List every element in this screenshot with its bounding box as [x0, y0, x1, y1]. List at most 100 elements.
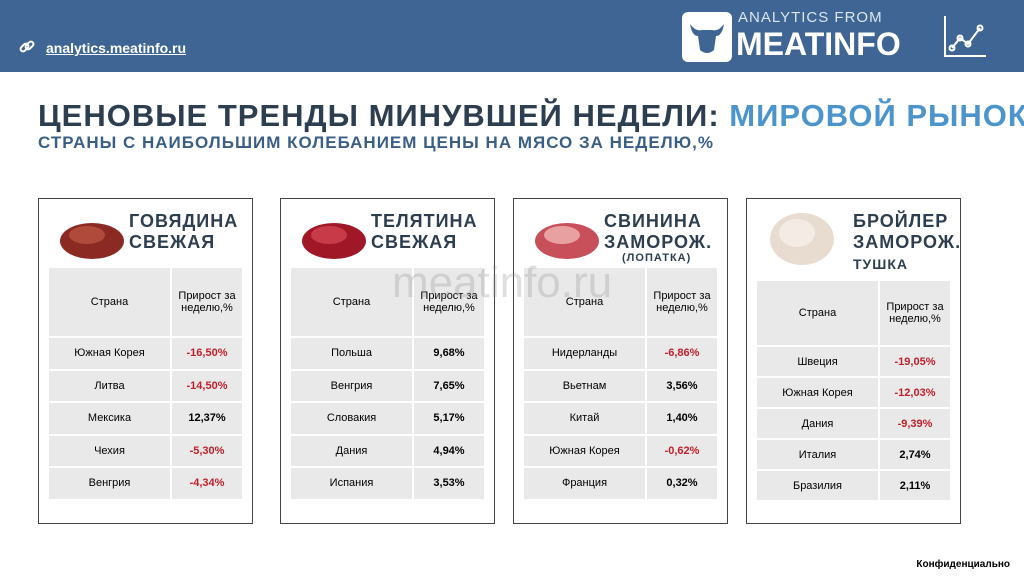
logo-text: MEATINFO [736, 26, 901, 62]
change-cell: -19,05% [878, 345, 952, 378]
change-cell: 2,74% [878, 438, 952, 471]
card-title: ГОВЯДИНА [129, 211, 239, 231]
change-cell: 12,37% [170, 401, 244, 436]
site-link[interactable]: analytics.meatinfo.ru [46, 40, 187, 56]
card-title: СВИНИНА [604, 211, 702, 231]
table-row: Литва -14,50% [47, 368, 244, 403]
table-row: Китай 1,40% [522, 401, 719, 436]
country-cell: Вьетнам [522, 368, 647, 403]
header-bar: analytics.meatinfo.ru ANALYTICS FROM MEA… [0, 0, 1024, 72]
header-row: Страна Прирост за неделю,% [755, 279, 952, 347]
country-cell: Франция [522, 466, 647, 501]
change-cell: 7,65% [412, 368, 486, 403]
card: ГОВЯДИНА СВЕЖАЯ Страна Прирост за неделю,% Ю… [38, 198, 253, 524]
country-cell: Венгрия [47, 466, 172, 501]
country-cell: Венгрия [289, 368, 414, 403]
change-cell: 4,94% [412, 433, 486, 468]
header-row: Страна Прирост за неделю,% [289, 266, 486, 338]
link-icon [19, 40, 35, 53]
card-title: ЗАМОРОЖ. [853, 232, 962, 252]
country-cell: Словакия [289, 401, 414, 436]
column-header: Прирост за неделю,% [412, 266, 486, 338]
subtitle: СТРАНЫ С НАИБОЛЬШИМ КОЛЕБАНИЕМ ЦЕНЫ НА М… [38, 133, 715, 152]
title-main: ЦЕНОВЫЕ ТРЕНДЫ МИНУВШЕЙ НЕДЕЛИ: [38, 98, 720, 133]
title: ЦЕНОВЫЕ ТРЕНДЫ МИНУВШЕЙ НЕДЕЛИ: МИРОВОЙ … [38, 98, 1024, 134]
column-header: Страна [289, 266, 414, 338]
country-cell: Дания [289, 433, 414, 468]
change-cell: 5,17% [412, 401, 486, 436]
card-title: СВЕЖАЯ [129, 232, 216, 252]
table-row: Дания 4,94% [289, 433, 486, 468]
product-image [535, 223, 599, 259]
column-header: Страна [755, 279, 880, 347]
product-image [302, 223, 366, 259]
country-cell: Италия [755, 438, 880, 471]
card: ТЕЛЯТИНА СВЕЖАЯ Страна Прирост за неделю,% П… [280, 198, 495, 524]
country-cell: Южная Корея [755, 376, 880, 409]
column-header: Страна [47, 266, 172, 338]
logo-icon [682, 12, 732, 62]
card-title: СВЕЖАЯ [371, 232, 458, 252]
card: СВИНИНА ЗАМОРОЖ. (ЛОПАТКА) Страна Прирост за… [513, 198, 728, 524]
table-row: Нидерланды -6,86% [522, 336, 719, 371]
change-cell: -5,30% [170, 433, 244, 468]
country-cell: Южная Корея [47, 336, 172, 371]
table-row: Франция 0,32% [522, 466, 719, 501]
data-table: Страна Прирост за неделю,% Южная Корея -16,… [47, 266, 244, 501]
country-cell: Нидерланды [522, 336, 647, 371]
change-cell: -16,50% [170, 336, 244, 371]
column-header: Страна [522, 266, 647, 338]
change-cell: -0,62% [645, 433, 719, 468]
table-row: Польша 9,68% [289, 336, 486, 371]
change-cell: -6,86% [645, 336, 719, 371]
analytics-icon [944, 16, 986, 57]
card-title: ТЕЛЯТИНА [371, 211, 478, 231]
logo-caption: ANALYTICS FROM [738, 9, 883, 26]
product-image [770, 213, 834, 265]
column-header: Прирост за неделю,% [170, 266, 244, 338]
card-note: (ЛОПАТКА) [622, 252, 692, 264]
card: БРОЙЛЕР ЗАМОРОЖ. ТУШКА Страна Прирост за нед… [746, 198, 961, 524]
data-table: Страна Прирост за неделю,% Польша 9,68% Венг… [289, 266, 486, 501]
product-image [60, 223, 124, 259]
country-cell: Чехия [47, 433, 172, 468]
card-title: ЗАМОРОЖ. [604, 232, 713, 252]
data-table: Страна Прирост за неделю,% Швеция -19,05% Юж… [755, 279, 952, 502]
table-row: Словакия 5,17% [289, 401, 486, 436]
table-row: Южная Корея -12,03% [755, 376, 952, 409]
data-table: Страна Прирост за неделю,% Нидерланды -6,86… [522, 266, 719, 501]
country-cell: Швеция [755, 345, 880, 378]
change-cell: -9,39% [878, 407, 952, 440]
country-cell: Испания [289, 466, 414, 501]
country-cell: Бразилия [755, 469, 880, 502]
change-cell: 0,32% [645, 466, 719, 501]
table-row: Бразилия 2,11% [755, 469, 952, 502]
change-cell: 2,11% [878, 469, 952, 502]
country-cell: Мексика [47, 401, 172, 436]
title-highlight: МИРОВОЙ РЫНОК [729, 98, 1024, 133]
table-row: Венгрия 7,65% [289, 368, 486, 403]
table-row: Швеция -19,05% [755, 345, 952, 378]
change-cell: 3,53% [412, 466, 486, 501]
card-title: БРОЙЛЕР [853, 211, 949, 231]
change-cell: 1,40% [645, 401, 719, 436]
table-row: Дания -9,39% [755, 407, 952, 440]
table-row: Мексика 12,37% [47, 401, 244, 436]
table-row: Чехия -5,30% [47, 433, 244, 468]
change-cell: -12,03% [878, 376, 952, 409]
country-cell: Польша [289, 336, 414, 371]
header-row: Страна Прирост за неделю,% [522, 266, 719, 338]
table-row: Южная Корея -16,50% [47, 336, 244, 371]
change-cell: -14,50% [170, 368, 244, 403]
table-row: Венгрия -4,34% [47, 466, 244, 501]
column-header: Прирост за неделю,% [878, 279, 952, 347]
header-row: Страна Прирост за неделю,% [47, 266, 244, 338]
table-row: Южная Корея -0,62% [522, 433, 719, 468]
card-note: ТУШКА [853, 256, 908, 272]
table-row: Вьетнам 3,56% [522, 368, 719, 403]
country-cell: Дания [755, 407, 880, 440]
change-cell: 3,56% [645, 368, 719, 403]
country-cell: Китай [522, 401, 647, 436]
change-cell: -4,34% [170, 466, 244, 501]
